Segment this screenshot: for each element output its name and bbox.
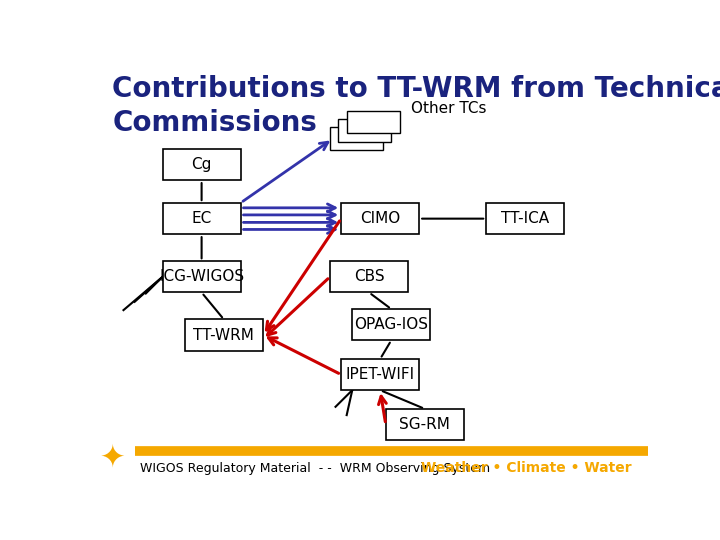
Text: Other TCs: Other TCs — [411, 101, 486, 116]
Text: IPET-WIFI: IPET-WIFI — [346, 367, 415, 382]
FancyBboxPatch shape — [338, 119, 392, 141]
FancyBboxPatch shape — [486, 203, 564, 234]
FancyBboxPatch shape — [341, 359, 419, 390]
FancyBboxPatch shape — [330, 261, 408, 293]
Text: Contributions to TT-WRM from Technical
Commissions: Contributions to TT-WRM from Technical C… — [112, 75, 720, 137]
FancyBboxPatch shape — [352, 309, 431, 340]
Text: TT-WRM: TT-WRM — [194, 328, 254, 342]
FancyBboxPatch shape — [330, 127, 383, 150]
FancyBboxPatch shape — [163, 149, 240, 180]
FancyBboxPatch shape — [386, 409, 464, 440]
FancyBboxPatch shape — [185, 320, 263, 350]
Text: EC: EC — [192, 211, 212, 226]
Text: SG-RM: SG-RM — [400, 417, 450, 432]
FancyBboxPatch shape — [347, 111, 400, 133]
Text: TT-ICA: TT-ICA — [501, 211, 549, 226]
Text: Cg: Cg — [192, 157, 212, 172]
FancyBboxPatch shape — [163, 203, 240, 234]
Text: Weather • Climate • Water: Weather • Climate • Water — [420, 461, 631, 475]
Text: CIMO: CIMO — [360, 211, 400, 226]
Text: OPAG-IOS: OPAG-IOS — [354, 317, 428, 332]
FancyBboxPatch shape — [341, 203, 419, 234]
FancyBboxPatch shape — [163, 261, 240, 293]
Text: WIGOS Regulatory Material  - -  WRM Observing System: WIGOS Regulatory Material - - WRM Observ… — [140, 462, 490, 475]
Text: ✦: ✦ — [99, 443, 125, 472]
Text: ICG-WIGOS: ICG-WIGOS — [159, 269, 244, 285]
Text: CBS: CBS — [354, 269, 384, 285]
